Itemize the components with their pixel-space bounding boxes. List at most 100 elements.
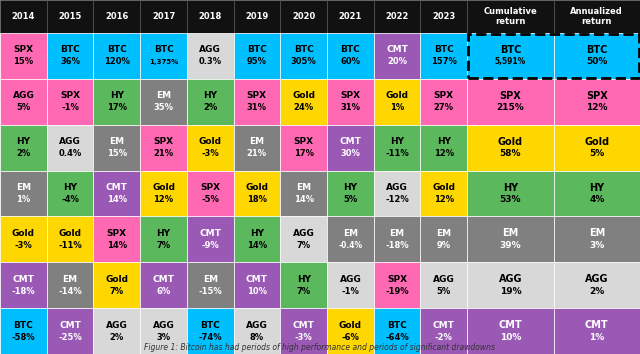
Text: AGG: AGG [13, 91, 34, 100]
Text: -3%: -3% [15, 241, 32, 250]
Text: CMT: CMT [12, 275, 35, 284]
Bar [280, 0, 327, 33]
Bar [374, 216, 420, 262]
Text: 10%: 10% [500, 332, 521, 342]
Text: -18%: -18% [385, 241, 409, 250]
Text: -6%: -6% [341, 332, 359, 342]
Text: BTC: BTC [60, 45, 80, 55]
Bar [420, 171, 467, 216]
Text: 2016: 2016 [105, 12, 129, 21]
Text: 19%: 19% [500, 287, 521, 296]
Text: CMT: CMT [106, 183, 128, 192]
Bar [47, 33, 93, 79]
Bar [374, 33, 420, 79]
Text: 157%: 157% [431, 57, 457, 67]
Bar [187, 79, 234, 125]
Text: SPX: SPX [154, 137, 173, 146]
Bar [280, 125, 327, 171]
Text: EM: EM [16, 183, 31, 192]
Text: 0.4%: 0.4% [58, 149, 82, 158]
Text: 39%: 39% [500, 241, 521, 250]
Text: 4%: 4% [589, 195, 604, 204]
Bar [467, 0, 554, 33]
Text: Gold: Gold [292, 91, 315, 100]
Text: Gold: Gold [498, 137, 523, 147]
Bar [327, 262, 374, 308]
Text: BTC: BTC [107, 45, 127, 55]
Text: BTC: BTC [340, 45, 360, 55]
Bar [93, 308, 140, 354]
Bar [234, 125, 280, 171]
Bar [47, 216, 93, 262]
Text: 14%: 14% [107, 195, 127, 204]
Text: HY: HY [17, 137, 30, 146]
Text: CMT: CMT [339, 137, 362, 146]
Bar [327, 79, 374, 125]
Text: SPX: SPX [434, 91, 454, 100]
Text: 5%: 5% [343, 195, 358, 204]
Text: 9%: 9% [436, 241, 451, 250]
Text: BTC: BTC [434, 45, 454, 55]
Text: 2023: 2023 [432, 12, 456, 21]
Bar [420, 216, 467, 262]
Text: BTC: BTC [294, 45, 314, 55]
Bar [234, 171, 280, 216]
Bar [327, 125, 374, 171]
Text: 14%: 14% [107, 241, 127, 250]
Bar [554, 262, 640, 308]
Bar [374, 125, 420, 171]
Text: 2014: 2014 [12, 12, 35, 21]
Bar [47, 308, 93, 354]
Text: -11%: -11% [58, 241, 82, 250]
Text: -18%: -18% [12, 287, 35, 296]
Text: 2022: 2022 [385, 12, 409, 21]
Bar [327, 0, 374, 33]
Text: 58%: 58% [500, 149, 521, 158]
Bar [0, 0, 47, 33]
Text: 7%: 7% [296, 241, 310, 250]
Bar [280, 308, 327, 354]
Text: 21%: 21% [154, 149, 173, 158]
Text: 215%: 215% [497, 103, 524, 112]
Text: CMT: CMT [292, 321, 315, 330]
Text: -58%: -58% [12, 332, 35, 342]
Text: -9%: -9% [202, 241, 219, 250]
Bar [280, 79, 327, 125]
Text: 2017: 2017 [152, 12, 175, 21]
Text: 15%: 15% [13, 57, 33, 67]
Bar [187, 125, 234, 171]
Text: Gold: Gold [432, 183, 455, 192]
Text: 1%: 1% [16, 195, 31, 204]
Text: 12%: 12% [586, 103, 607, 112]
Bar [0, 171, 47, 216]
Text: 3%: 3% [156, 332, 171, 342]
Text: CMT: CMT [499, 320, 522, 330]
Text: 3%: 3% [589, 241, 604, 250]
Bar [234, 33, 280, 79]
Text: 0.3%: 0.3% [198, 57, 222, 67]
Text: SPX: SPX [200, 183, 220, 192]
Text: AGG: AGG [386, 183, 408, 192]
Bar [0, 79, 47, 125]
Text: Gold: Gold [385, 91, 408, 100]
Bar [234, 262, 280, 308]
Bar [327, 216, 374, 262]
Bar [420, 125, 467, 171]
Bar [467, 171, 554, 216]
Bar [0, 262, 47, 308]
Bar [187, 216, 234, 262]
Text: 2%: 2% [589, 287, 604, 296]
Text: HY: HY [250, 229, 264, 238]
Text: Gold: Gold [12, 229, 35, 238]
Text: Gold: Gold [198, 137, 221, 146]
Text: SPX: SPX [107, 229, 127, 238]
Bar [467, 125, 554, 171]
Bar [140, 125, 187, 171]
Text: -2%: -2% [435, 332, 452, 342]
Text: BTC: BTC [500, 45, 521, 55]
Text: 12%: 12% [434, 195, 454, 204]
Text: EM: EM [156, 91, 171, 100]
Text: -11%: -11% [385, 149, 409, 158]
Bar [554, 171, 640, 216]
Text: -5%: -5% [202, 195, 219, 204]
